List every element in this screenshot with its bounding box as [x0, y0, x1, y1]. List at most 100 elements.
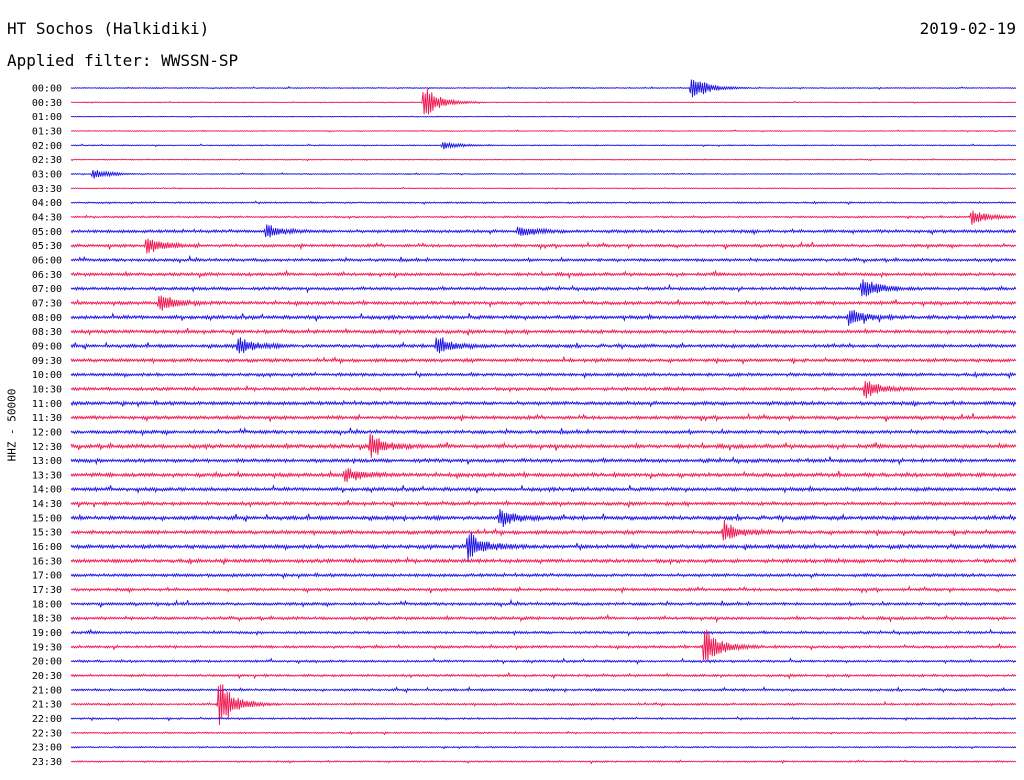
row-time-label: 13:00 [32, 456, 62, 467]
seismic-trace [70, 572, 1017, 580]
row-time-label: 03:30 [32, 184, 62, 195]
row-time-label: 06:00 [32, 255, 62, 266]
seismic-trace [70, 238, 1017, 254]
seismic-trace [70, 629, 1017, 662]
row-time-label: 15:30 [32, 528, 62, 539]
row-time-label: 18:00 [32, 599, 62, 610]
seismic-trace [70, 759, 1017, 765]
row-time-label: 22:00 [32, 714, 62, 725]
seismic-trace [70, 433, 1017, 458]
row-time-label: 05:30 [32, 241, 62, 252]
seismic-trace [70, 186, 1017, 190]
seismic-trace [70, 556, 1017, 566]
row-time-label: 09:00 [32, 341, 62, 352]
seismic-trace [70, 381, 1017, 399]
row-time-label: 05:00 [32, 227, 62, 238]
seismic-trace [70, 158, 1017, 162]
row-time-label: 11:00 [32, 399, 62, 410]
row-time-label: 10:30 [32, 384, 62, 395]
seismic-trace [70, 327, 1017, 336]
row-time-label: 20:00 [32, 657, 62, 668]
row-time-label: 01:30 [32, 126, 62, 137]
row-time-label: 00:30 [32, 98, 62, 109]
row-time-label: 07:30 [32, 298, 62, 309]
seismic-trace [70, 399, 1017, 408]
row-time-label: 17:30 [32, 585, 62, 596]
row-time-label: 03:00 [32, 169, 62, 180]
row-time-label: 19:30 [32, 642, 62, 653]
seismic-trace [70, 628, 1017, 637]
row-time-label: 02:00 [32, 141, 62, 152]
seismic-trace [70, 279, 1017, 297]
row-time-label: 00:00 [32, 84, 62, 95]
row-time-label: 15:00 [32, 513, 62, 524]
row-time-label: 06:30 [32, 270, 62, 281]
seismic-trace [70, 484, 1017, 494]
row-time-label: 19:00 [32, 628, 62, 639]
row-time-label: 01:00 [32, 112, 62, 123]
seismic-trace [70, 671, 1017, 680]
seismic-trace [70, 224, 1017, 238]
row-time-label: 08:30 [32, 327, 62, 338]
row-time-label: 12:00 [32, 427, 62, 438]
seismic-trace [70, 499, 1017, 508]
row-time-label: 17:00 [32, 571, 62, 582]
seismic-trace [70, 684, 1017, 725]
row-time-label: 12:30 [32, 442, 62, 453]
row-time-label: 22:30 [32, 728, 62, 739]
seismic-trace [70, 170, 1017, 179]
seismic-trace [70, 468, 1017, 483]
seismic-trace [70, 715, 1017, 722]
row-time-label: 08:00 [32, 313, 62, 324]
row-time-label: 02:30 [32, 155, 62, 166]
row-time-label: 04:30 [32, 212, 62, 223]
seismic-trace [70, 585, 1017, 595]
filter-label: Applied filter: WWSSN-SP [7, 51, 239, 70]
seismic-trace [70, 254, 1017, 265]
seismic-trace [70, 613, 1017, 624]
row-time-label: 11:30 [32, 413, 62, 424]
seismic-trace [70, 370, 1017, 380]
row-time-label: 04:00 [32, 198, 62, 209]
row-time-label: 16:00 [32, 542, 62, 553]
seismic-trace [70, 456, 1017, 466]
seismic-trace [70, 745, 1017, 750]
row-time-label: 14:00 [32, 485, 62, 496]
seismic-trace [70, 427, 1017, 437]
seismic-trace [70, 295, 1017, 311]
seismic-trace [70, 598, 1017, 608]
seismic-trace [70, 309, 1017, 326]
seismic-trace [70, 412, 1017, 423]
seismic-trace [70, 129, 1017, 133]
seismic-trace [70, 115, 1017, 118]
row-time-label: 10:00 [32, 370, 62, 381]
row-time-label: 21:30 [32, 700, 62, 711]
seismic-trace [70, 141, 1017, 150]
row-time-label: 14:30 [32, 499, 62, 510]
seismic-trace [70, 337, 1017, 354]
row-time-label: 20:30 [32, 671, 62, 682]
station-title: HT Sochos (Halkidiki) [7, 19, 210, 38]
row-time-label: 07:00 [32, 284, 62, 295]
seismic-trace [70, 519, 1017, 541]
row-time-label: 16:30 [32, 556, 62, 567]
seismic-trace [70, 532, 1017, 561]
seismic-trace [70, 685, 1017, 694]
record-date: 2019-02-19 [919, 19, 1016, 38]
row-time-label: 09:30 [32, 356, 62, 367]
seismic-trace [70, 356, 1017, 366]
seismic-trace [70, 88, 1017, 115]
row-time-label: 23:00 [32, 743, 62, 754]
seismic-trace [70, 210, 1017, 225]
seismic-trace [70, 269, 1017, 280]
row-time-label: 23:30 [32, 757, 62, 768]
seismic-trace [70, 508, 1017, 528]
seismic-trace [70, 200, 1017, 206]
row-time-label: 21:00 [32, 685, 62, 696]
seismic-trace [70, 657, 1017, 666]
seismic-trace [70, 79, 1017, 98]
seismic-trace [70, 730, 1017, 736]
row-time-label: 18:30 [32, 614, 62, 625]
row-time-label: 13:30 [32, 470, 62, 481]
